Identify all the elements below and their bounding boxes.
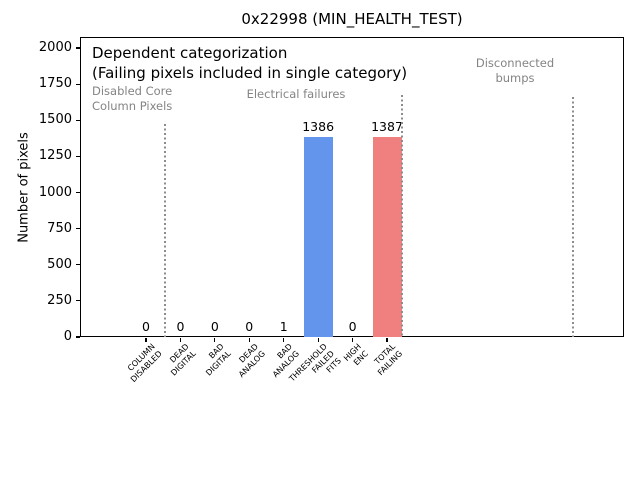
x-tick-label: BAD DIGITAL <box>203 342 233 378</box>
y-tick-label: 1000 <box>38 184 72 200</box>
x-tick-label: HIGH ENC <box>342 342 371 368</box>
y-tick-mark <box>75 228 80 230</box>
y-tick-mark <box>75 155 80 157</box>
chart-annotation: Disconnected bumps <box>475 56 555 85</box>
separator-line <box>401 95 403 337</box>
y-tick-label: 750 <box>47 220 72 236</box>
y-tick-mark <box>75 191 80 194</box>
bar-value-label: 0 <box>245 319 254 334</box>
y-tick-label: 1250 <box>38 148 72 164</box>
y-tick-label: 250 <box>47 292 72 308</box>
y-tick-mark <box>75 264 80 266</box>
separator-line <box>164 124 166 337</box>
x-tick-mark <box>214 338 216 342</box>
x-tick-mark <box>179 338 182 342</box>
y-tick-mark <box>75 300 80 302</box>
x-tick-label: TOTAL FAILING <box>373 342 405 378</box>
chart-annotation: Electrical failures <box>246 87 346 101</box>
plot-area <box>80 37 624 337</box>
chart-annotation: Disabled Core Column Pixels <box>92 84 173 113</box>
y-tick-mark <box>75 336 80 338</box>
bar-value-label: 0 <box>348 319 357 334</box>
bar <box>372 136 402 337</box>
y-tick-label: 500 <box>47 256 72 272</box>
bar-value-label: 0 <box>210 319 219 334</box>
chart-title: 0x22998 (MIN_HEALTH_TEST) <box>241 10 463 28</box>
bar-value-label: 1386 <box>302 118 335 134</box>
y-tick-label: 2000 <box>38 40 72 55</box>
x-tick-mark <box>317 338 319 342</box>
x-tick-label: COLUMN DISABLED <box>125 342 164 384</box>
y-tick-mark <box>75 47 80 49</box>
y-tick-label: 1500 <box>38 112 72 128</box>
x-tick-label: DEAD DIGITAL <box>168 342 198 378</box>
x-tick-mark <box>386 338 388 342</box>
x-tick-mark <box>351 338 354 342</box>
y-tick-mark <box>75 83 80 85</box>
y-tick-label: 0 <box>63 329 72 344</box>
chart-annotation: Dependent categorization (Failing pixels… <box>92 44 408 82</box>
bar-value-label: 1 <box>279 318 288 334</box>
y-tick-label: 1750 <box>38 76 72 92</box>
y-tick-mark <box>75 119 80 121</box>
x-tick-mark <box>283 338 285 342</box>
bar-value-label: 0 <box>142 319 150 334</box>
x-tick-label: DEAD ANALOG <box>236 342 267 380</box>
separator-line <box>572 97 574 337</box>
x-tick-mark <box>248 338 250 342</box>
bar-value-label: 1387 <box>371 118 403 134</box>
bar-value-label: 0 <box>176 319 185 334</box>
bar <box>303 136 333 337</box>
x-tick-mark <box>145 338 147 342</box>
